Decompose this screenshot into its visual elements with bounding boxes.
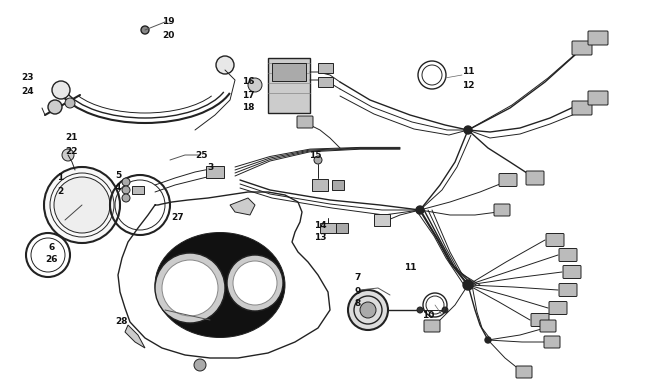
Polygon shape: [230, 198, 255, 215]
Text: 23: 23: [21, 74, 34, 82]
Circle shape: [54, 177, 110, 233]
Text: 20: 20: [162, 31, 174, 39]
Circle shape: [44, 167, 120, 243]
Circle shape: [122, 186, 130, 194]
Circle shape: [62, 149, 74, 161]
Text: 24: 24: [21, 87, 34, 96]
Circle shape: [463, 280, 473, 290]
Text: 11: 11: [462, 67, 474, 77]
Bar: [268, 58, 310, 113]
Circle shape: [360, 302, 376, 318]
Bar: [374, 214, 390, 226]
Text: 28: 28: [116, 317, 128, 327]
Text: 13: 13: [314, 233, 326, 243]
FancyBboxPatch shape: [531, 313, 549, 327]
FancyBboxPatch shape: [588, 91, 608, 105]
Circle shape: [314, 156, 322, 164]
Text: 2: 2: [57, 187, 63, 195]
Circle shape: [416, 206, 424, 214]
Text: 10: 10: [422, 310, 434, 320]
Text: 18: 18: [242, 103, 254, 113]
Text: 6: 6: [49, 243, 55, 252]
FancyBboxPatch shape: [494, 204, 510, 216]
Text: 11: 11: [404, 264, 416, 272]
Text: 8: 8: [355, 300, 361, 308]
Text: 19: 19: [162, 17, 174, 26]
Bar: [132, 186, 144, 194]
Text: 25: 25: [196, 151, 208, 159]
Bar: [272, 63, 306, 81]
Polygon shape: [125, 325, 145, 348]
Circle shape: [216, 56, 234, 74]
Circle shape: [155, 253, 225, 323]
Text: 5: 5: [115, 171, 121, 180]
Circle shape: [48, 100, 62, 114]
Text: 21: 21: [66, 134, 78, 142]
FancyBboxPatch shape: [588, 31, 608, 45]
Text: 3: 3: [207, 163, 213, 173]
Text: 22: 22: [66, 147, 78, 156]
Bar: [336, 223, 348, 233]
Circle shape: [162, 260, 218, 316]
Text: 15: 15: [309, 151, 321, 159]
Circle shape: [485, 337, 491, 343]
Bar: [320, 223, 336, 233]
FancyBboxPatch shape: [526, 171, 544, 185]
Circle shape: [348, 290, 388, 330]
Ellipse shape: [155, 233, 285, 337]
FancyBboxPatch shape: [572, 41, 592, 55]
FancyBboxPatch shape: [559, 284, 577, 296]
Circle shape: [141, 26, 149, 34]
FancyBboxPatch shape: [563, 265, 581, 279]
Circle shape: [442, 307, 448, 313]
Text: 9: 9: [355, 286, 361, 296]
Circle shape: [248, 78, 262, 92]
Bar: [317, 77, 333, 87]
Text: 4: 4: [115, 183, 121, 192]
Text: 16: 16: [242, 77, 254, 87]
Circle shape: [52, 81, 70, 99]
Text: 17: 17: [242, 91, 254, 99]
Bar: [332, 180, 344, 190]
Text: 7: 7: [355, 274, 361, 283]
Text: 1: 1: [57, 173, 63, 183]
FancyBboxPatch shape: [572, 101, 592, 115]
Bar: [317, 63, 333, 73]
Circle shape: [227, 255, 283, 311]
Circle shape: [417, 307, 423, 313]
FancyBboxPatch shape: [516, 366, 532, 378]
FancyBboxPatch shape: [559, 248, 577, 262]
FancyBboxPatch shape: [544, 336, 560, 348]
Text: 14: 14: [314, 221, 326, 229]
FancyBboxPatch shape: [424, 320, 440, 332]
Circle shape: [233, 261, 277, 305]
Circle shape: [122, 178, 130, 186]
Text: 27: 27: [172, 214, 185, 223]
FancyBboxPatch shape: [546, 233, 564, 247]
Circle shape: [194, 359, 206, 371]
Bar: [312, 179, 328, 191]
FancyBboxPatch shape: [297, 116, 313, 128]
Circle shape: [464, 126, 472, 134]
Text: 26: 26: [46, 255, 58, 264]
Bar: [206, 166, 224, 178]
Circle shape: [65, 98, 75, 108]
Text: 12: 12: [462, 80, 474, 89]
FancyBboxPatch shape: [540, 320, 556, 332]
FancyBboxPatch shape: [549, 301, 567, 315]
Circle shape: [122, 194, 130, 202]
FancyBboxPatch shape: [499, 173, 517, 187]
